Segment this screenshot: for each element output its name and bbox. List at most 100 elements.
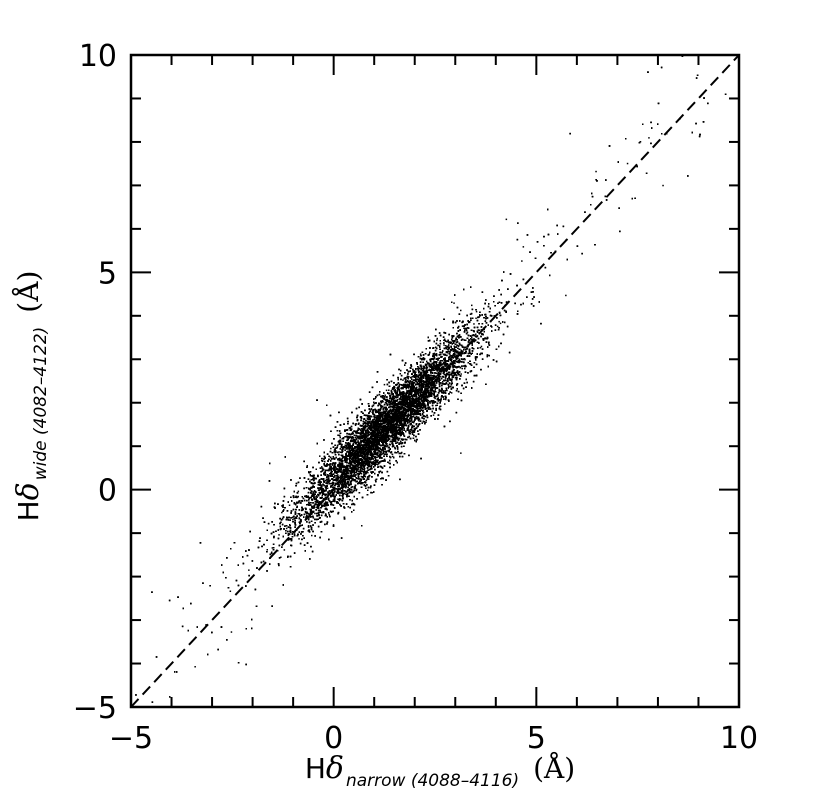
data-point [292,496,295,499]
data-point [194,666,196,668]
data-point [309,508,311,510]
data-point [297,490,300,493]
data-point [421,412,424,415]
data-point [595,170,597,173]
data-point [662,184,664,187]
data-point [460,452,462,454]
data-point [360,475,363,478]
data-point [292,518,294,521]
data-point [374,415,376,417]
data-point [461,325,464,327]
data-point [498,320,500,323]
data-point [314,512,316,515]
data-point [321,494,324,497]
data-point [333,449,336,451]
data-point [280,556,282,558]
data-point [384,418,387,421]
data-point [353,469,356,471]
data-point [338,451,340,453]
data-point [496,325,499,328]
data-point [342,496,344,499]
data-point [333,493,335,495]
data-point [444,403,446,405]
data-point [281,511,283,514]
data-point [349,440,352,443]
data-point [386,421,388,423]
data-point [517,310,519,312]
data-point [410,393,412,396]
data-point [287,533,290,535]
data-point [355,449,357,451]
data-point [420,403,422,405]
data-point [409,416,412,418]
data-point [434,388,437,391]
data-point [522,246,525,248]
data-point [454,377,457,379]
data-point [319,455,321,457]
data-point [422,411,425,414]
data-point [229,590,232,592]
data-point [401,395,404,397]
data-point [426,366,428,369]
data-point [473,323,475,325]
data-point [370,471,372,473]
data-point [378,436,380,439]
data-point [373,415,375,418]
data-point [378,413,380,416]
data-point [648,137,650,139]
data-point [278,534,280,536]
data-point [345,451,348,453]
data-point [382,422,385,424]
data-point [361,434,363,437]
data-point [436,339,438,342]
data-point [399,394,402,396]
data-point [451,356,453,359]
scatter-points [135,55,727,703]
data-point [444,365,446,367]
data-point [359,466,361,469]
data-point [413,404,415,406]
data-point [460,373,462,375]
data-point [332,524,335,526]
data-point [565,294,567,297]
data-point [402,379,404,381]
data-point [230,631,233,633]
data-point [475,310,478,313]
data-point [430,371,433,374]
data-point [374,397,377,400]
data-point [367,457,369,459]
data-point [354,424,357,426]
data-point [433,352,436,355]
data-point [397,424,399,426]
data-point [433,386,435,389]
data-point [370,423,373,425]
data-point [325,490,327,492]
data-point [347,453,350,456]
data-point [371,422,373,424]
data-point [395,399,397,401]
data-point [271,547,274,549]
data-point [312,517,315,519]
data-point [475,317,477,319]
data-point [521,260,523,262]
data-point [407,424,409,427]
data-point [329,464,331,467]
data-point [326,465,328,467]
data-point [411,424,414,427]
data-point [335,451,337,453]
data-point [626,162,629,165]
data-point [391,455,394,458]
data-point [377,439,379,442]
data-point [309,471,312,473]
data-point [464,358,466,361]
data-point [393,423,395,426]
data-point [385,389,388,392]
data-point [355,489,357,492]
data-point [367,471,369,474]
data-point [346,464,348,467]
data-point [434,397,436,400]
data-point [348,443,350,446]
data-point [416,415,418,418]
data-point [283,549,286,551]
data-point [298,538,300,540]
